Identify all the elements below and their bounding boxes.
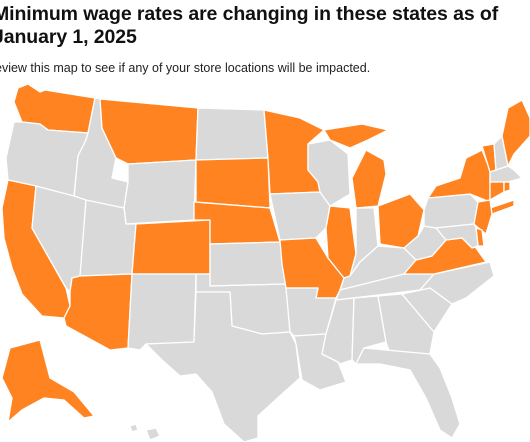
state-mi-lower[interactable] xyxy=(351,149,387,209)
state-wy[interactable] xyxy=(123,159,197,225)
state-hi[interactable] xyxy=(129,423,139,433)
state-nm[interactable] xyxy=(127,273,197,351)
state-ny-long-island[interactable] xyxy=(489,199,515,215)
state-md[interactable] xyxy=(435,223,479,249)
state-az[interactable] xyxy=(63,273,133,351)
state-nd[interactable] xyxy=(195,107,269,161)
state-ny[interactable] xyxy=(427,149,491,203)
state-fl[interactable] xyxy=(355,347,461,439)
state-mi[interactable] xyxy=(323,123,389,149)
state-ks[interactable] xyxy=(209,241,287,287)
state-co[interactable] xyxy=(131,219,211,275)
state-sd[interactable] xyxy=(195,157,271,209)
page-subtitle: eview this map to see if any of your sto… xyxy=(0,61,371,75)
state-ct[interactable] xyxy=(489,181,505,201)
us-map-svg xyxy=(1,83,530,442)
state-hi-island[interactable] xyxy=(145,427,161,441)
state-ak[interactable] xyxy=(1,339,95,423)
page-title: Minimum wage rates are changing in these… xyxy=(0,3,499,48)
state-pa[interactable] xyxy=(423,193,479,229)
state-mt[interactable] xyxy=(99,98,199,165)
state-ia[interactable] xyxy=(269,191,331,241)
state-me[interactable] xyxy=(501,99,530,167)
state-ri[interactable] xyxy=(503,181,511,193)
state-tx[interactable] xyxy=(145,291,301,442)
us-map xyxy=(0,78,530,442)
